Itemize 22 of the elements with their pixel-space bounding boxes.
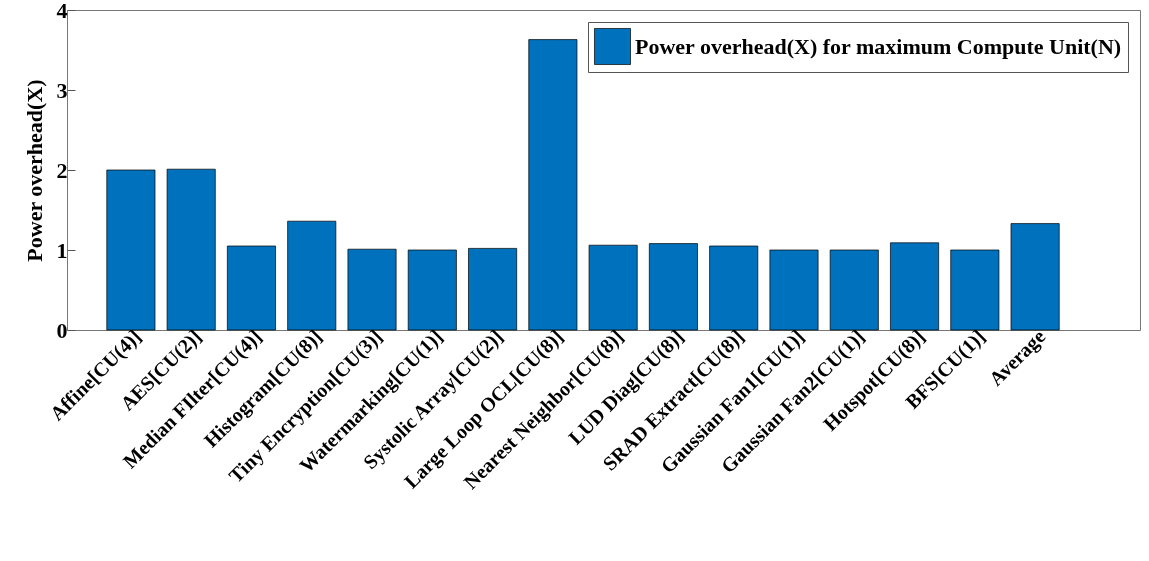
bar [648, 243, 698, 331]
y-tick-label: 3 [56, 77, 68, 103]
bar [829, 249, 879, 331]
y-tick-label: 4 [56, 0, 68, 23]
bar [407, 249, 457, 331]
bar [347, 248, 397, 331]
bar [1010, 223, 1060, 331]
bar [468, 248, 518, 331]
y-axis-title: Power overhead(X) [21, 79, 47, 262]
bar [709, 245, 759, 331]
bar [588, 244, 638, 331]
bar [769, 249, 819, 331]
bar [950, 249, 1000, 331]
bar [227, 245, 276, 331]
bar [528, 39, 578, 331]
y-tick-label: 1 [56, 237, 68, 263]
y-tick-label: 2 [56, 157, 68, 183]
legend-label: Power overhead(X) for maximum Compute Unit(N) [635, 33, 1122, 59]
bar [106, 169, 156, 331]
bar [287, 220, 337, 331]
bar [166, 168, 216, 331]
bar [890, 242, 940, 331]
